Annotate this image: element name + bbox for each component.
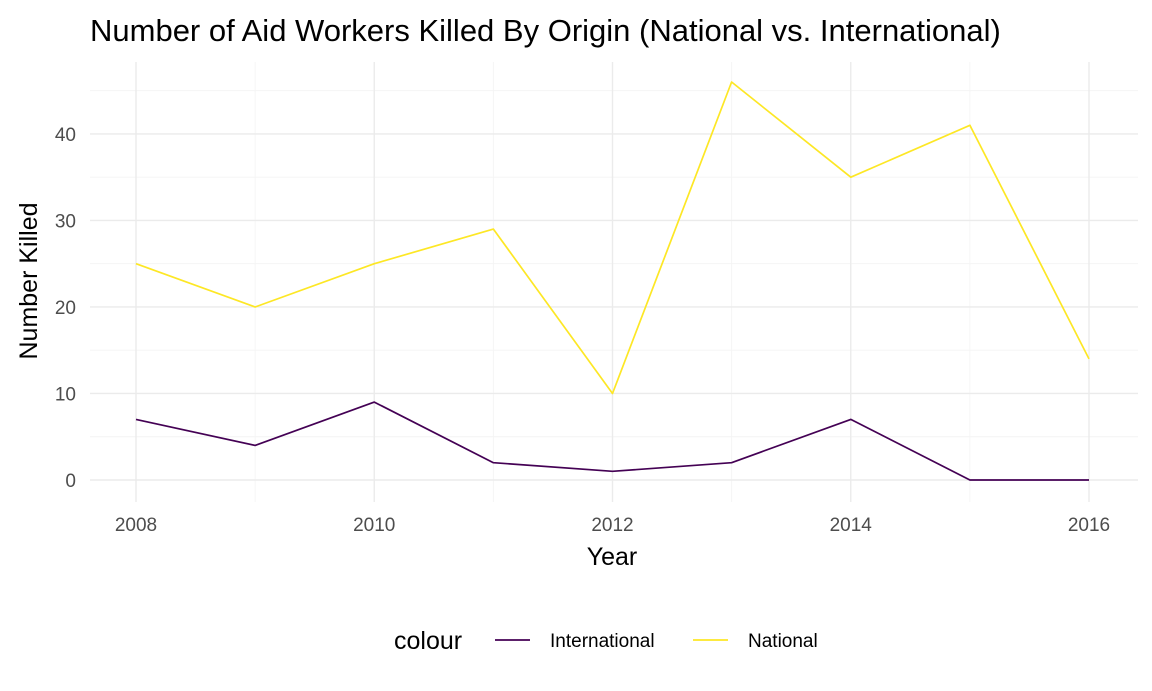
y-tick-label: 30 bbox=[55, 211, 76, 232]
major-gridlines bbox=[90, 62, 1138, 502]
x-tick-label: 2012 bbox=[591, 515, 633, 536]
x-tick-label: 2008 bbox=[115, 515, 157, 536]
series-lines bbox=[135, 81, 1090, 481]
chart-title: Number of Aid Workers Killed By Origin (… bbox=[90, 13, 1001, 48]
x-tick-labels: 2008 2010 2012 2014 2016 bbox=[115, 515, 1110, 536]
legend-title: colour bbox=[394, 627, 462, 655]
legend-label-international: International bbox=[550, 631, 655, 652]
x-tick-label: 2014 bbox=[830, 515, 873, 536]
y-tick-label: 20 bbox=[55, 298, 76, 319]
series-line-national bbox=[135, 81, 1090, 395]
x-tick-label: 2016 bbox=[1068, 515, 1110, 536]
y-tick-labels: 0 10 20 30 40 bbox=[55, 125, 76, 492]
x-tick-label: 2010 bbox=[353, 515, 395, 536]
minor-gridlines bbox=[90, 62, 1138, 502]
y-axis-title: Number Killed bbox=[15, 202, 43, 359]
series-line-international bbox=[135, 401, 1089, 481]
x-axis-title: Year bbox=[587, 543, 638, 571]
legend-label-national: National bbox=[748, 631, 818, 652]
y-tick-label: 10 bbox=[55, 384, 76, 405]
y-tick-label: 0 bbox=[65, 471, 76, 492]
legend: colour International National bbox=[394, 627, 818, 655]
y-tick-label: 40 bbox=[55, 125, 76, 146]
